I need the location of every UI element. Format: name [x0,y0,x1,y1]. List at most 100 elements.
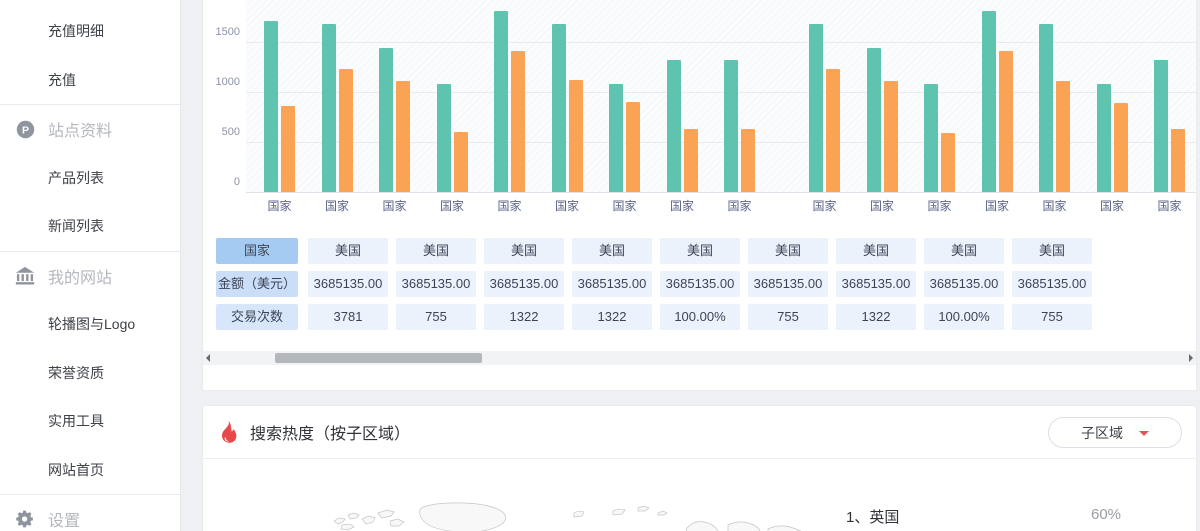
table-row: 国家 美国 美国 美国 美国 美国 美国 美国 美国 美国 [216,238,1100,264]
bar-series-1-group15 [1096,83,1111,192]
table-row-header: 交易次数 [216,304,298,330]
table-cell: 755 [396,304,476,330]
table-cell: 美国 [308,238,388,264]
table-cell: 美国 [572,238,652,264]
table-row: 交易次数 3781 755 1322 1322 100.00% 755 1322 100.00%… [216,304,1100,330]
bar-series-2-group5 [511,50,525,192]
horizontal-scrollbar[interactable] [203,351,1196,365]
bar-series-2-group8 [683,128,698,192]
bar-series-2-group2 [338,68,353,192]
bar-series-1-group2 [321,24,336,192]
y-tick-label: 1000 [215,75,240,88]
bar-series-2-group6 [568,80,583,192]
table-row-header: 金额（美元） [216,271,298,297]
sidebar: 充值明细 充值 P 站点资料产品列表新闻列表我的网站轮播图与Logo 荣誉资质实用工具网… [0,0,181,531]
x-tick-label: 国家 [869,199,895,213]
scroll-right-arrow-icon[interactable] [1189,354,1193,362]
bar-series-1-group14 [1039,23,1053,192]
bar-series-1-group3 [379,47,393,192]
x-tick-label: 国家 [554,199,580,213]
bar-series-2-group15 [1113,102,1128,192]
sidebar-item-label: 我的网站 [48,269,113,287]
table-cell: 1322 [836,304,916,330]
table-cell: 3685135.00 [396,271,476,297]
bar-series-1-group12 [924,83,938,192]
sidebar-item-label: 站点资料 [48,123,113,141]
x-tick-label: 国家 [669,199,695,213]
table-cell: 755 [748,304,828,330]
sidebar-item-my-website[interactable]: 我的网站 [0,252,180,301]
country-bar-chart: 0 500 1000 1500 国家 国家 国家 国家 国家 国家 国家 国家 国家 国家 国家 国家 国家 国… [203,0,1196,215]
sidebar-item-label: 设置 [48,513,81,531]
sidebar-group: 充值明细 充值 [0,7,180,104]
country-stats-table: 国家 美国 美国 美国 美国 美国 美国 美国 美国 美国 金额（美元） 3685135.00 3685… [216,238,1100,337]
table-cell: 美国 [484,238,564,264]
sidebar-group: 我的网站轮播图与Logo 荣誉资质实用工具网站首页 [0,250,180,495]
bar-series-2-group9 [741,128,755,192]
bar-series-1-group8 [666,60,681,192]
scrollbar-thumb[interactable] [275,353,482,363]
bar-series-1-group16 [1154,60,1168,192]
sidebar-item-label: 实用工具 [48,413,104,430]
sidebar-item-carousel-logo[interactable]: 轮播图与Logo [0,300,180,349]
sidebar-item-label: 轮播图与Logo [48,316,136,333]
gear-icon [14,508,36,530]
sidebar-item-tools[interactable]: 实用工具 [0,397,180,446]
sidebar-item-site-home[interactable]: 网站首页 [0,446,180,495]
table-cell: 3685135.00 [836,271,916,297]
chevron-down-icon [1139,430,1149,441]
trade-stats-card: 0 500 1000 1500 国家 国家 国家 国家 国家 国家 国家 国家 国家 国家 国家 国家 国家国… [202,0,1197,391]
bar-series-2-group7 [626,101,640,192]
table-cell: 3685135.00 [924,271,1004,297]
x-tick-label: 国家 [382,199,407,213]
x-tick-label: 国家 [727,199,752,213]
sidebar-group: P 站点资料产品列表新闻列表 [0,104,180,251]
bar-series-2-group16 [1171,129,1185,192]
table-cell: 美国 [924,238,1004,264]
table-cell: 3685135.00 [572,271,652,297]
rank-item-label: 1、英国 [846,509,900,526]
bar-series-1-group7 [609,83,623,192]
sidebar-item-site-info[interactable]: P 站点资料 [0,105,180,154]
bar-series-2-group3 [396,80,410,192]
subregion-dropdown[interactable]: 子区域 [1048,417,1182,448]
bar-series-1-group4 [436,83,451,192]
search-heat-card: 搜索热度（按子区域） 子区域 [202,405,1197,531]
table-cell: 100.00% [660,304,740,330]
bar-series-1-group1 [264,20,278,192]
bar-series-1-group13 [981,10,996,192]
sidebar-item-label: 产品列表 [48,169,104,186]
table-cell: 3685135.00 [1012,271,1092,297]
sidebar-item-label: 网站首页 [48,461,104,478]
sidebar-item-settings[interactable]: 设置 [0,495,180,531]
table-cell: 3685135.00 [660,271,740,297]
bar-series-2-group10 [826,68,840,192]
x-tick-label: 国家 [439,199,465,213]
table-cell: 1322 [572,304,652,330]
x-tick-label: 国家 [927,199,952,213]
gridline-500 [246,141,1196,143]
bar-series-1-group6 [551,23,566,192]
search-heat-body: 1、英国 60% [203,459,1196,531]
x-tick-label: 国家 [812,199,837,213]
table-row-header: 国家 [216,238,298,264]
bar-series-2-group13 [998,50,1013,192]
bar-series-2-group14 [1056,80,1070,192]
table-cell: 100.00% [924,304,1004,330]
sidebar-item-recharge[interactable]: 充值 [0,56,180,105]
subregion-dropdown-label: 子区域 [1081,424,1123,441]
bar-series-1-group5 [494,10,508,192]
table-cell: 1322 [484,304,564,330]
sidebar-item-product-list[interactable]: 产品列表 [0,154,180,203]
sidebar-item-recharge-details[interactable]: 充值明细 [0,7,180,56]
table-cell: 美国 [660,238,740,264]
y-tick-label: 1500 [215,25,240,38]
sidebar-item-honors[interactable]: 荣誉资质 [0,349,180,398]
table-cell: 美国 [748,238,828,264]
bar-series-2-group1 [281,105,295,192]
scroll-left-arrow-icon[interactable] [206,354,210,362]
table-cell: 3685135.00 [484,271,564,297]
flame-icon [217,420,239,443]
table-row: 金额（美元） 3685135.00 3685135.00 3685135.00 3685… [216,271,1100,297]
sidebar-item-news-list[interactable]: 新闻列表 [0,202,180,251]
